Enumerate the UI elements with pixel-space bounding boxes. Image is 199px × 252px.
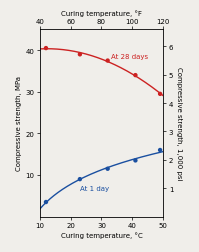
Y-axis label: Compressive strength, 1,000 psi: Compressive strength, 1,000 psi xyxy=(176,67,181,180)
X-axis label: Curing temperature, °C: Curing temperature, °C xyxy=(61,231,142,238)
Point xyxy=(78,53,82,57)
Point xyxy=(44,47,48,51)
Point xyxy=(158,148,162,152)
Point xyxy=(78,177,82,181)
Text: At 28 days: At 28 days xyxy=(111,54,148,60)
X-axis label: Curing temperature, °F: Curing temperature, °F xyxy=(61,10,142,17)
Point xyxy=(106,167,109,171)
Text: At 1 day: At 1 day xyxy=(80,185,109,191)
Point xyxy=(158,92,162,97)
Y-axis label: Compressive strength, MPa: Compressive strength, MPa xyxy=(17,76,22,171)
Point xyxy=(134,159,137,163)
Point xyxy=(106,59,109,63)
Point xyxy=(44,200,48,204)
Point xyxy=(134,74,137,78)
